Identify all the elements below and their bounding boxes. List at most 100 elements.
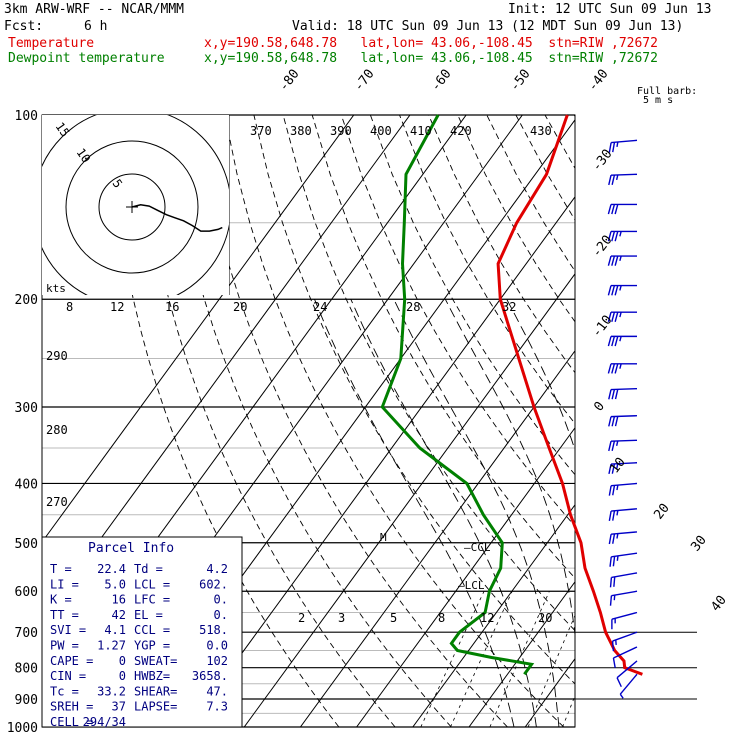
dry-adiabat xyxy=(369,115,575,476)
wind-barb-flag xyxy=(608,441,612,452)
wind-barb-flag xyxy=(613,576,616,587)
mixing-ratio-line xyxy=(489,591,550,727)
wind-barb-staff xyxy=(612,631,638,642)
parcel-field-name: LFC = xyxy=(134,593,170,607)
wind-barb-flag xyxy=(607,363,612,374)
theta-label: 290 xyxy=(46,349,68,363)
wind-barb-flag xyxy=(619,363,622,369)
hodograph-trace xyxy=(131,204,223,232)
hodograph-background xyxy=(42,115,229,295)
mixing-ratio-label: 3 xyxy=(338,611,345,625)
wind-barb-flag xyxy=(614,204,619,215)
isotherm-label: 30 xyxy=(688,533,709,555)
wind-barb-flag xyxy=(612,485,616,496)
theta-label: 400 xyxy=(370,124,392,138)
isotherm xyxy=(581,115,740,727)
wind-barb xyxy=(608,387,638,400)
parcel-field-name: LI = xyxy=(50,577,79,591)
dry-adiabat xyxy=(720,115,740,727)
wind-barb xyxy=(608,173,638,186)
mixing-ratio-line xyxy=(450,591,513,727)
hodograph-ring xyxy=(98,173,166,241)
parcel-field-value: 518. xyxy=(199,623,228,637)
wind-barb-staff xyxy=(611,531,638,535)
parcel-field-name: SREH = xyxy=(50,700,93,714)
wind-barb xyxy=(607,335,637,347)
wind-barb xyxy=(616,660,638,688)
wind-barb-flag xyxy=(608,142,612,153)
isotherm xyxy=(412,503,575,727)
wind-barb-staff xyxy=(613,646,638,659)
parcel-field-name: CCL = xyxy=(134,623,170,637)
wind-barb-flag xyxy=(619,336,622,342)
wind-barb-staff xyxy=(619,673,638,695)
dry-adiabat xyxy=(253,115,575,685)
valid-time: Valid: 18 UTC Sun 09 Jun 13 (12 MDT Sun … xyxy=(292,19,684,34)
location-info-temp: x,y=190.58,648.78 lat,lon= 43.06,-108.45… xyxy=(204,36,658,51)
theta-e-label: 24 xyxy=(313,300,327,314)
wind-barb-flag xyxy=(608,389,612,400)
mixing-ratio-label: 5 xyxy=(390,611,397,625)
isotherm xyxy=(638,115,740,727)
theta-label: 410 xyxy=(410,124,432,138)
wind-barb-flag xyxy=(616,555,619,561)
wind-barb-flag xyxy=(611,204,616,215)
parcel-field-value: 602. xyxy=(199,577,228,591)
parcel-field-value: 4.1 xyxy=(104,623,126,637)
parcel-field-value: 47. xyxy=(206,684,228,698)
parcel-field-name: CAPE = xyxy=(50,654,93,668)
pressure-label: 300 xyxy=(15,401,38,416)
parcel-field-name: HWBZ= xyxy=(134,669,170,683)
parcel-field-name: LAPSE= xyxy=(134,700,177,714)
theta-label: 270 xyxy=(46,495,68,509)
parcel-field-value: 0.0 xyxy=(206,639,228,653)
barb-legend: Full barb: xyxy=(637,86,697,97)
isotherm xyxy=(243,273,575,727)
wind-barb-flag xyxy=(614,312,619,323)
wind-barb-staff xyxy=(611,139,638,144)
isotherm-label: 20 xyxy=(651,501,672,523)
wind-barb-flag xyxy=(612,142,616,153)
mixing-ratio-label: 20 xyxy=(538,611,552,625)
isotherm-label: -70 xyxy=(351,67,377,95)
temperature-trace xyxy=(496,114,643,676)
parcel-field-value: 5.0 xyxy=(104,577,126,591)
wind-barb-flag xyxy=(612,657,616,668)
wind-barb-staff xyxy=(610,387,638,391)
moist-adiabat xyxy=(314,299,515,727)
parcel-field-value: 42 xyxy=(112,608,126,622)
wind-barb xyxy=(619,673,638,699)
wind-barb-flag xyxy=(611,174,616,185)
parcel-field-value: 16 xyxy=(112,593,126,607)
parcel-field-name: PW = xyxy=(50,639,79,653)
wind-barb xyxy=(609,572,638,588)
wind-barb-flag xyxy=(609,577,613,588)
forecast-hour: 6 h xyxy=(84,19,108,34)
theta-e-label: 28 xyxy=(406,300,420,314)
wind-barb xyxy=(607,230,637,242)
wind-barb-flag xyxy=(611,231,616,242)
wind-barb-flag xyxy=(608,534,612,545)
wind-barb xyxy=(609,552,638,567)
theta-e-label: 20 xyxy=(233,300,247,314)
wind-barb-flag xyxy=(616,485,619,491)
parcel-field-value: 37 xyxy=(112,700,126,714)
wind-barb-staff xyxy=(616,660,638,679)
theta-e-label: 8 xyxy=(66,300,73,314)
pressure-label: 700 xyxy=(15,626,38,641)
wind-barb-flag xyxy=(619,693,624,699)
wind-barb-staff xyxy=(610,462,638,465)
wind-barb xyxy=(612,646,638,668)
isotherm xyxy=(694,115,740,727)
wind-barb-flag xyxy=(611,285,616,296)
isotherm-label: -40 xyxy=(585,67,611,95)
wind-barb-flag xyxy=(608,416,612,427)
dewpoint-trace xyxy=(380,114,535,676)
wind-barb-flag xyxy=(609,595,613,606)
wind-barb-staff xyxy=(611,572,638,579)
wind-barb-flag xyxy=(616,510,619,516)
parcel-field-value: 22.4 xyxy=(97,562,126,576)
isotherm xyxy=(356,426,575,727)
isotherm-label: -60 xyxy=(428,67,454,95)
